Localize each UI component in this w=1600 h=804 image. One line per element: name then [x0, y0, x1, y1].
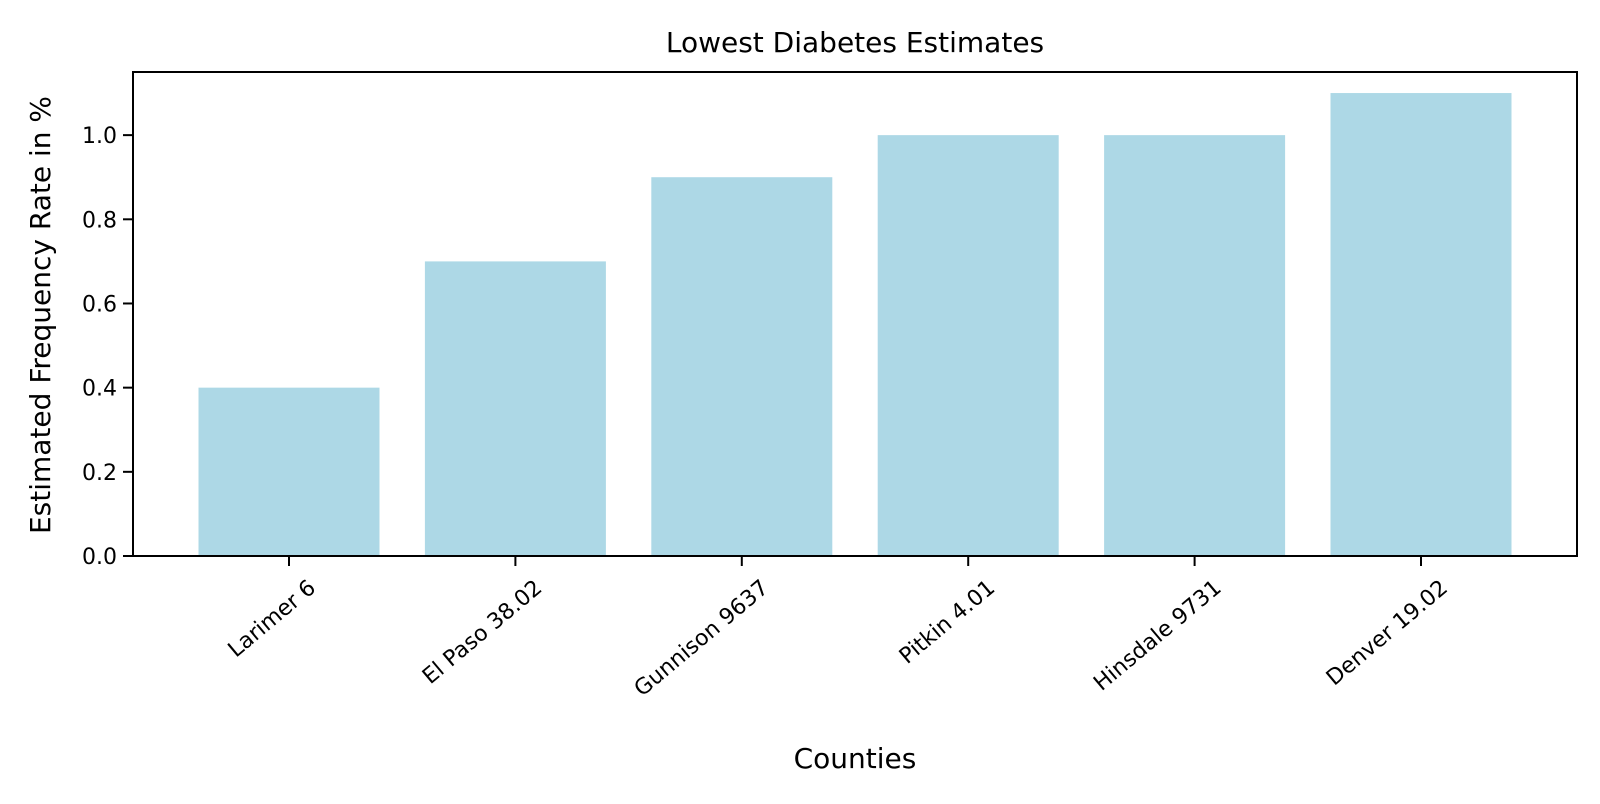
y-tick-label: 0.2	[82, 461, 117, 486]
bars-layer	[198, 93, 1512, 556]
x-tick-label: Larimer 6	[224, 575, 321, 662]
y-tick-label: 0.6	[82, 292, 117, 317]
plot-frame	[132, 71, 1578, 557]
y-tick-label: 0.4	[82, 377, 117, 402]
y-tick-label: 0.0	[82, 545, 117, 570]
chart-title: Lowest Diabetes Estimates	[666, 26, 1044, 59]
x-tick-label: El Paso 38.02	[418, 575, 547, 689]
x-tick-label: Hinsdale 9731	[1089, 575, 1226, 696]
bar	[1104, 135, 1286, 556]
x-axis-label: Counties	[794, 742, 917, 775]
bar	[877, 135, 1059, 556]
y-tick-label: 1.0	[82, 124, 117, 149]
bar	[198, 387, 380, 556]
bar	[424, 261, 606, 556]
y-axis-label: Estimated Frequency Rate in %	[24, 96, 57, 534]
bar	[1330, 93, 1512, 556]
x-tick-label: Gunnison 9637	[630, 575, 774, 701]
y-tick-label: 0.8	[82, 208, 117, 233]
x-tick-label: Pitkin 4.01	[895, 575, 1000, 669]
bar	[651, 177, 833, 556]
x-tick-label: Denver 19.02	[1322, 575, 1453, 691]
